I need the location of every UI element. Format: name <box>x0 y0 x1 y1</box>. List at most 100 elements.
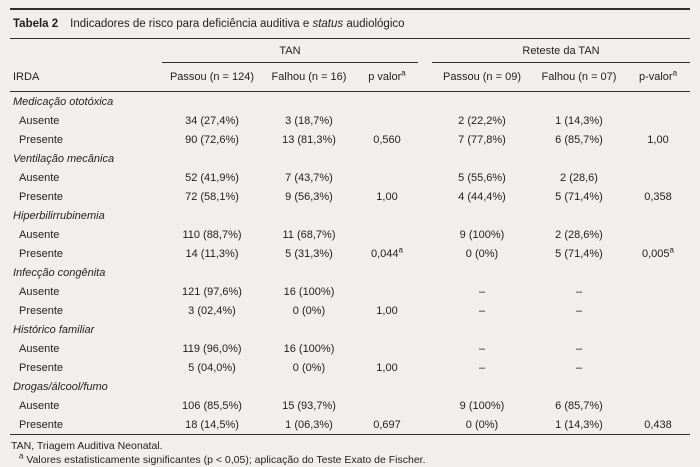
table-cell <box>356 339 418 358</box>
table-cell: 0 (0%) <box>465 247 499 260</box>
column-group-tan: TAN <box>162 39 418 63</box>
section-row: Infecção congênita <box>10 263 690 282</box>
table-cell: 7 (43,7%) <box>285 171 333 184</box>
row-label: Ausente <box>19 399 60 412</box>
column-header: Falhou (n = 16) <box>262 62 356 92</box>
table-cell: 0,358 <box>644 190 672 203</box>
table-row: Presente 14 (11,3%) 5 (31,3%) 0,044a 0 (0%) 5… <box>10 244 690 263</box>
column-header: Passou (n = 124) <box>162 62 262 92</box>
table-cell: 9 (56,3%) <box>285 190 333 203</box>
row-label: Ausente <box>19 114 60 127</box>
table-cell: 5 (55,6%) <box>458 171 506 184</box>
table-row: Presente 3 (02,4%) 0 (0%) 1,00 – – <box>10 301 690 320</box>
row-label: Presente <box>19 190 64 203</box>
table-cell <box>356 282 418 301</box>
row-label: Ausente <box>19 285 60 298</box>
table-cell <box>356 168 418 187</box>
table-cell: 1,00 <box>376 304 398 317</box>
row-label: Presente <box>19 304 64 317</box>
table-cell: 6 (85,7%) <box>555 399 603 412</box>
row-label: Ausente <box>19 228 60 241</box>
table-cell: 0,560 <box>373 133 401 146</box>
group-gap <box>418 244 432 263</box>
table-body: Medicação ototóxica Ausente 34 (27,4%) 3 (1… <box>10 92 690 435</box>
table-cell <box>356 396 418 415</box>
table-row: Presente 5 (04,0%) 0 (0%) 1,00 – – <box>10 358 690 377</box>
table-cell: 72 (58,1%) <box>185 190 239 203</box>
section-label: Hiperbilirrubinemia <box>13 209 105 222</box>
table-row: Ausente 34 (27,4%) 3 (18,7%) 2 (22,2%) 1 (14… <box>10 111 690 130</box>
table-cell: 15 (93,7%) <box>282 399 336 412</box>
table-cell: 119 (96,0%) <box>182 342 242 355</box>
group-gap <box>418 282 432 301</box>
table-row: Presente 72 (58,1%) 9 (56,3%) 1,00 4 (44,4%)… <box>10 187 690 206</box>
table-cell: – <box>478 361 486 374</box>
section-label: Histórico familiar <box>13 323 95 336</box>
table-cell: – <box>478 342 486 355</box>
row-label: Presente <box>19 133 64 146</box>
table-cell: 16 (100%) <box>283 285 335 298</box>
table-cell: 106 (85,5%) <box>182 399 242 412</box>
table-cell: 52 (41,9%) <box>185 171 239 184</box>
table-cell: 13 (81,3%) <box>282 133 336 146</box>
group-gap <box>418 396 432 415</box>
table-caption-text: Indicadores de risco para deficiência au… <box>70 18 405 30</box>
table-cell: 5 (71,4%) <box>555 190 603 203</box>
table-cell: 0,044a <box>371 244 403 260</box>
table-footnotes: TAN, Triagem Auditiva Neonatal. a Valore… <box>10 434 690 467</box>
table-cell: 0 (0%) <box>292 361 326 374</box>
table-cell: 6 (85,7%) <box>555 133 603 146</box>
table-header: TAN Reteste da TAN IRDA Passou (n = 124) Fal… <box>10 39 690 92</box>
group-gap <box>418 415 432 434</box>
table-cell <box>626 396 690 415</box>
table-row: Presente 18 (14,5%) 1 (06,3%) 0,697 0 (0%) 1 … <box>10 415 690 434</box>
table-cell: 0,005a <box>642 244 674 260</box>
group-gap <box>418 358 432 377</box>
group-gap <box>418 339 432 358</box>
column-header: p-valora <box>626 62 690 92</box>
column-header: Passou (n = 09) <box>432 62 532 92</box>
table-cell: 2 (22,2%) <box>458 114 506 127</box>
table-cell <box>626 339 690 358</box>
section-row: Medicação ototóxica <box>10 92 690 112</box>
table-cell: 5 (31,3%) <box>285 247 333 260</box>
group-gap <box>418 187 432 206</box>
section-label: Medicação ototóxica <box>13 95 114 108</box>
table-cell: – <box>478 304 486 317</box>
footnote-abbreviation: TAN, Triagem Auditiva Neonatal. <box>11 440 163 452</box>
table-cell: 9 (100%) <box>459 399 505 412</box>
table-cell <box>626 301 690 320</box>
group-gap <box>418 168 432 187</box>
table-cell: 7 (77,8%) <box>458 133 506 146</box>
table-cell: 9 (100%) <box>459 228 505 241</box>
table-cell: 1 (06,3%) <box>285 418 333 431</box>
table-cell: 4 (44,4%) <box>458 190 506 203</box>
table-cell: 90 (72,6%) <box>185 133 239 146</box>
table-cell: 1,00 <box>647 133 669 146</box>
row-label: Ausente <box>19 342 60 355</box>
table-cell: – <box>575 361 583 374</box>
table-cell: 18 (14,5%) <box>185 418 239 431</box>
table-cell: – <box>575 304 583 317</box>
table-row: Ausente 110 (88,7%) 11 (68,7%) 9 (100%) 2 (2… <box>10 225 690 244</box>
section-label: Infecção congênita <box>13 266 106 279</box>
table-row: Ausente 52 (41,9%) 7 (43,7%) 5 (55,6%) 2 (28… <box>10 168 690 187</box>
table-cell: 0,438 <box>644 418 672 431</box>
column-header: Falhou (n = 07) <box>532 62 626 92</box>
table-cell: 5 (04,0%) <box>188 361 236 374</box>
row-label: Presente <box>19 247 64 260</box>
table-cell: 3 (18,7%) <box>285 114 333 127</box>
table-cell: 110 (88,7%) <box>182 228 242 241</box>
table-cell <box>626 111 690 130</box>
row-header-irda: IRDA <box>10 62 162 92</box>
section-label: Drogas/álcool/fumo <box>13 380 108 393</box>
column-group-reteste: Reteste da TAN <box>432 39 690 63</box>
caption-italic-word: status <box>312 18 344 30</box>
table-cell: 121 (97,6%) <box>182 285 242 298</box>
table-cell: – <box>575 285 583 298</box>
row-label: Ausente <box>19 171 60 184</box>
table-row: Ausente 119 (96,0%) 16 (100%) – – <box>10 339 690 358</box>
table-cell <box>626 358 690 377</box>
table-cell: 5 (71,4%) <box>555 247 603 260</box>
table-cell: 1 (14,3%) <box>555 114 603 127</box>
